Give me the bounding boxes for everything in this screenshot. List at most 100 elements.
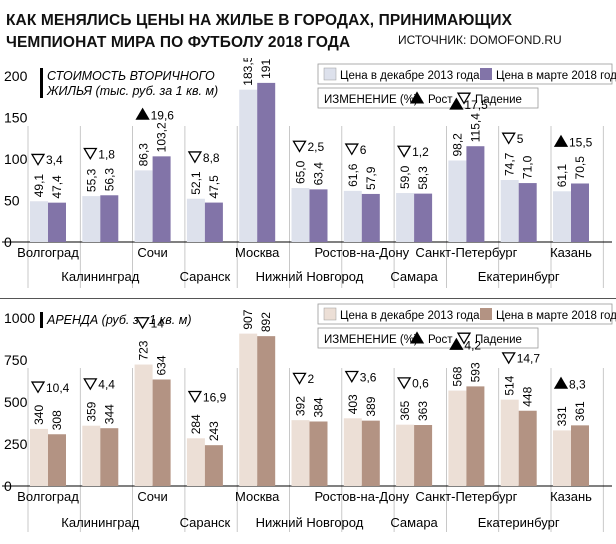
change-down-icon (396, 145, 412, 158)
source-label: ИСТОЧНИК: DOMOFOND.RU (398, 33, 562, 47)
category-label: Нижний Новгород (256, 269, 364, 284)
data-label-2018: 892 (259, 312, 273, 332)
bar-2018 (571, 183, 589, 242)
legend-swatch-2018 (480, 68, 492, 80)
change-value: 2,5 (308, 140, 325, 154)
bar-2018 (518, 183, 537, 242)
data-label-2018: 308 (50, 410, 64, 430)
data-label-2013: 61,6 (346, 163, 360, 187)
change-down-icon (501, 132, 516, 145)
title-accent-bar (40, 312, 43, 328)
category-label: Санкт-Петербург (415, 489, 517, 504)
bar-2018 (204, 445, 223, 486)
bar-2013 (396, 193, 415, 242)
data-label-2013: 365 (398, 400, 412, 420)
bar-2013 (239, 333, 258, 486)
y-tick-label: 500 (4, 394, 28, 410)
category-label: Ростов-на-Дону (314, 245, 409, 260)
change-value: 1,8 (98, 147, 115, 161)
category-label: Екатеринбург (478, 515, 560, 530)
category-label: Казань (550, 245, 592, 260)
category-label: Волгоград (17, 245, 79, 260)
title-line-1: КАК МЕНЯЛИСЬ ЦЕНЫ НА ЖИЛЬЕ В ГОРОДАХ, ПР… (6, 12, 513, 29)
data-label-2018: 363 (416, 401, 430, 421)
bar-2013 (30, 428, 48, 486)
data-label-2013: 359 (84, 401, 98, 421)
data-label-2013: 55,3 (84, 168, 98, 192)
change-down-icon (30, 153, 46, 166)
category-label: Москва (235, 245, 280, 260)
change-down-icon (83, 378, 98, 391)
data-label-2018: 63,4 (312, 162, 326, 186)
bar-2018 (414, 193, 433, 242)
bar-2018 (48, 202, 66, 242)
legend-series-box (317, 63, 613, 85)
bar-2013 (448, 160, 467, 242)
change-value: 2 (308, 372, 315, 386)
data-label-2013: 392 (294, 396, 308, 416)
bar-2013 (291, 420, 310, 486)
change-down-icon (292, 140, 307, 153)
bar-2013 (82, 196, 101, 242)
change-down-icon (187, 390, 203, 403)
legend-change-box (317, 327, 539, 349)
bar-2013 (186, 438, 205, 486)
category-label: Ростов-на-Дону (314, 489, 409, 504)
data-label-2013: 74,7 (503, 152, 517, 176)
category-label: Самара (390, 269, 438, 284)
legend-series-box (317, 303, 613, 325)
y-tick-label: 100 (4, 151, 28, 167)
change-value: 14,7 (517, 352, 541, 366)
category-label: Саранск (180, 515, 231, 530)
legend-label-2013: Цена в декабре 2013 года (340, 310, 480, 322)
bar-2013 (448, 390, 467, 486)
data-label-2018: 191,7 (259, 58, 273, 79)
data-label-2013: 98,2 (450, 133, 464, 157)
legend-up-label: Рост (428, 334, 453, 346)
legend-label-2018: Цена в марте 2018 года (496, 310, 616, 322)
data-label-2013: 61,1 (555, 164, 569, 188)
data-label-2013: 65,0 (294, 160, 308, 184)
legend-swatch-2013 (323, 67, 337, 81)
bar-2018 (361, 420, 380, 486)
change-up-icon (553, 134, 569, 147)
change-value: 15,5 (569, 135, 593, 149)
chart-title-line-2: ЖИЛЬЯ (тыс. руб. за 1 кв. м) (46, 84, 218, 98)
category-label: Самара (390, 515, 438, 530)
change-value: 19,6 (151, 108, 175, 122)
bar-2013 (239, 89, 258, 242)
bar-2013 (134, 364, 153, 486)
y-tick-label: 200 (4, 68, 28, 84)
data-label-2018: 115,4 (468, 113, 482, 142)
change-value: 3,6 (360, 370, 377, 384)
legend-label-2018: Цена в марте 2018 года (496, 70, 616, 82)
bar-2018 (204, 202, 223, 242)
change-down-icon (135, 317, 150, 330)
title-accent-bar (40, 68, 43, 98)
bar-2013 (553, 430, 571, 486)
bar-2018 (100, 428, 119, 486)
data-label-2013: 86,3 (137, 143, 151, 167)
category-label: Сочи (137, 489, 167, 504)
data-label-2018: 344 (102, 404, 116, 424)
bar-2013 (500, 399, 519, 486)
change-down-icon (344, 143, 359, 156)
change-value: 4,2 (464, 338, 481, 352)
data-label-2018: 71,0 (521, 155, 535, 179)
change-value: 14 (151, 317, 165, 331)
bar-2013 (291, 188, 310, 242)
change-up-icon (449, 337, 464, 350)
category-label: Калининград (61, 515, 139, 530)
change-down-icon (187, 151, 203, 164)
data-label-2018: 384 (312, 397, 326, 417)
legend-change-box (317, 87, 539, 109)
data-label-2018: 70,5 (573, 156, 587, 180)
legend-down-label: Падение (475, 334, 522, 346)
data-label-2018: 448 (521, 386, 535, 406)
change-value: 1,2 (412, 145, 429, 159)
legend-down-icon (456, 332, 472, 345)
bar-2018 (571, 425, 589, 486)
bar-2018 (309, 189, 328, 242)
